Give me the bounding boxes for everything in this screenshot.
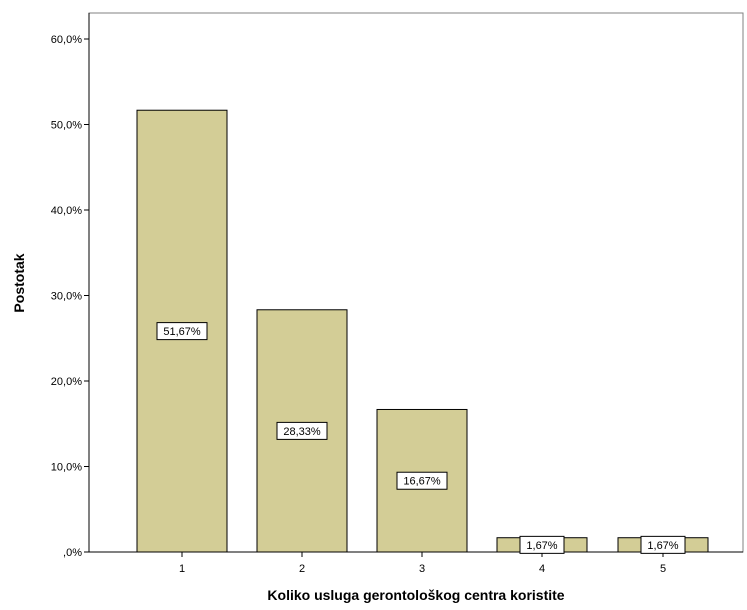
x-tick-label: 3: [419, 563, 425, 575]
y-tick-label: 10,0%: [51, 462, 82, 474]
data-label: 28,33%: [283, 426, 321, 438]
data-label-box: [396, 471, 448, 490]
data-label-box: [156, 322, 208, 341]
y-tick-label: 30,0%: [51, 291, 82, 303]
y-axis-ticks: ,0% 10,0% 20,0% 30,0% 40,0% 50,0% 60,0%: [51, 34, 89, 559]
data-label: 51,67%: [163, 326, 201, 338]
x-tick-label: 2: [299, 563, 305, 575]
x-axis-ticks: 1 2 3 4 5: [179, 552, 666, 575]
data-label: 1,67%: [647, 540, 678, 552]
data-labels-group: 51,67% 28,33% 16,67% 1,67% 1,67%: [156, 322, 686, 554]
y-tick-label: 20,0%: [51, 376, 82, 388]
data-label: 16,67%: [403, 476, 441, 488]
y-tick-label: ,0%: [63, 547, 82, 559]
y-axis-title: Postotak: [11, 253, 27, 312]
data-label: 1,67%: [526, 540, 557, 552]
data-label-box: [640, 535, 686, 554]
data-label-box: [519, 535, 565, 554]
y-tick-label: 50,0%: [51, 120, 82, 132]
x-tick-label: 5: [660, 563, 666, 575]
y-tick-label: 60,0%: [51, 34, 82, 46]
x-tick-label: 4: [539, 563, 545, 575]
x-axis-title: Koliko usluga gerontološkog centra koris…: [267, 587, 564, 603]
x-tick-label: 1: [179, 563, 185, 575]
y-tick-label: 40,0%: [51, 205, 82, 217]
data-label-box: [276, 421, 328, 440]
